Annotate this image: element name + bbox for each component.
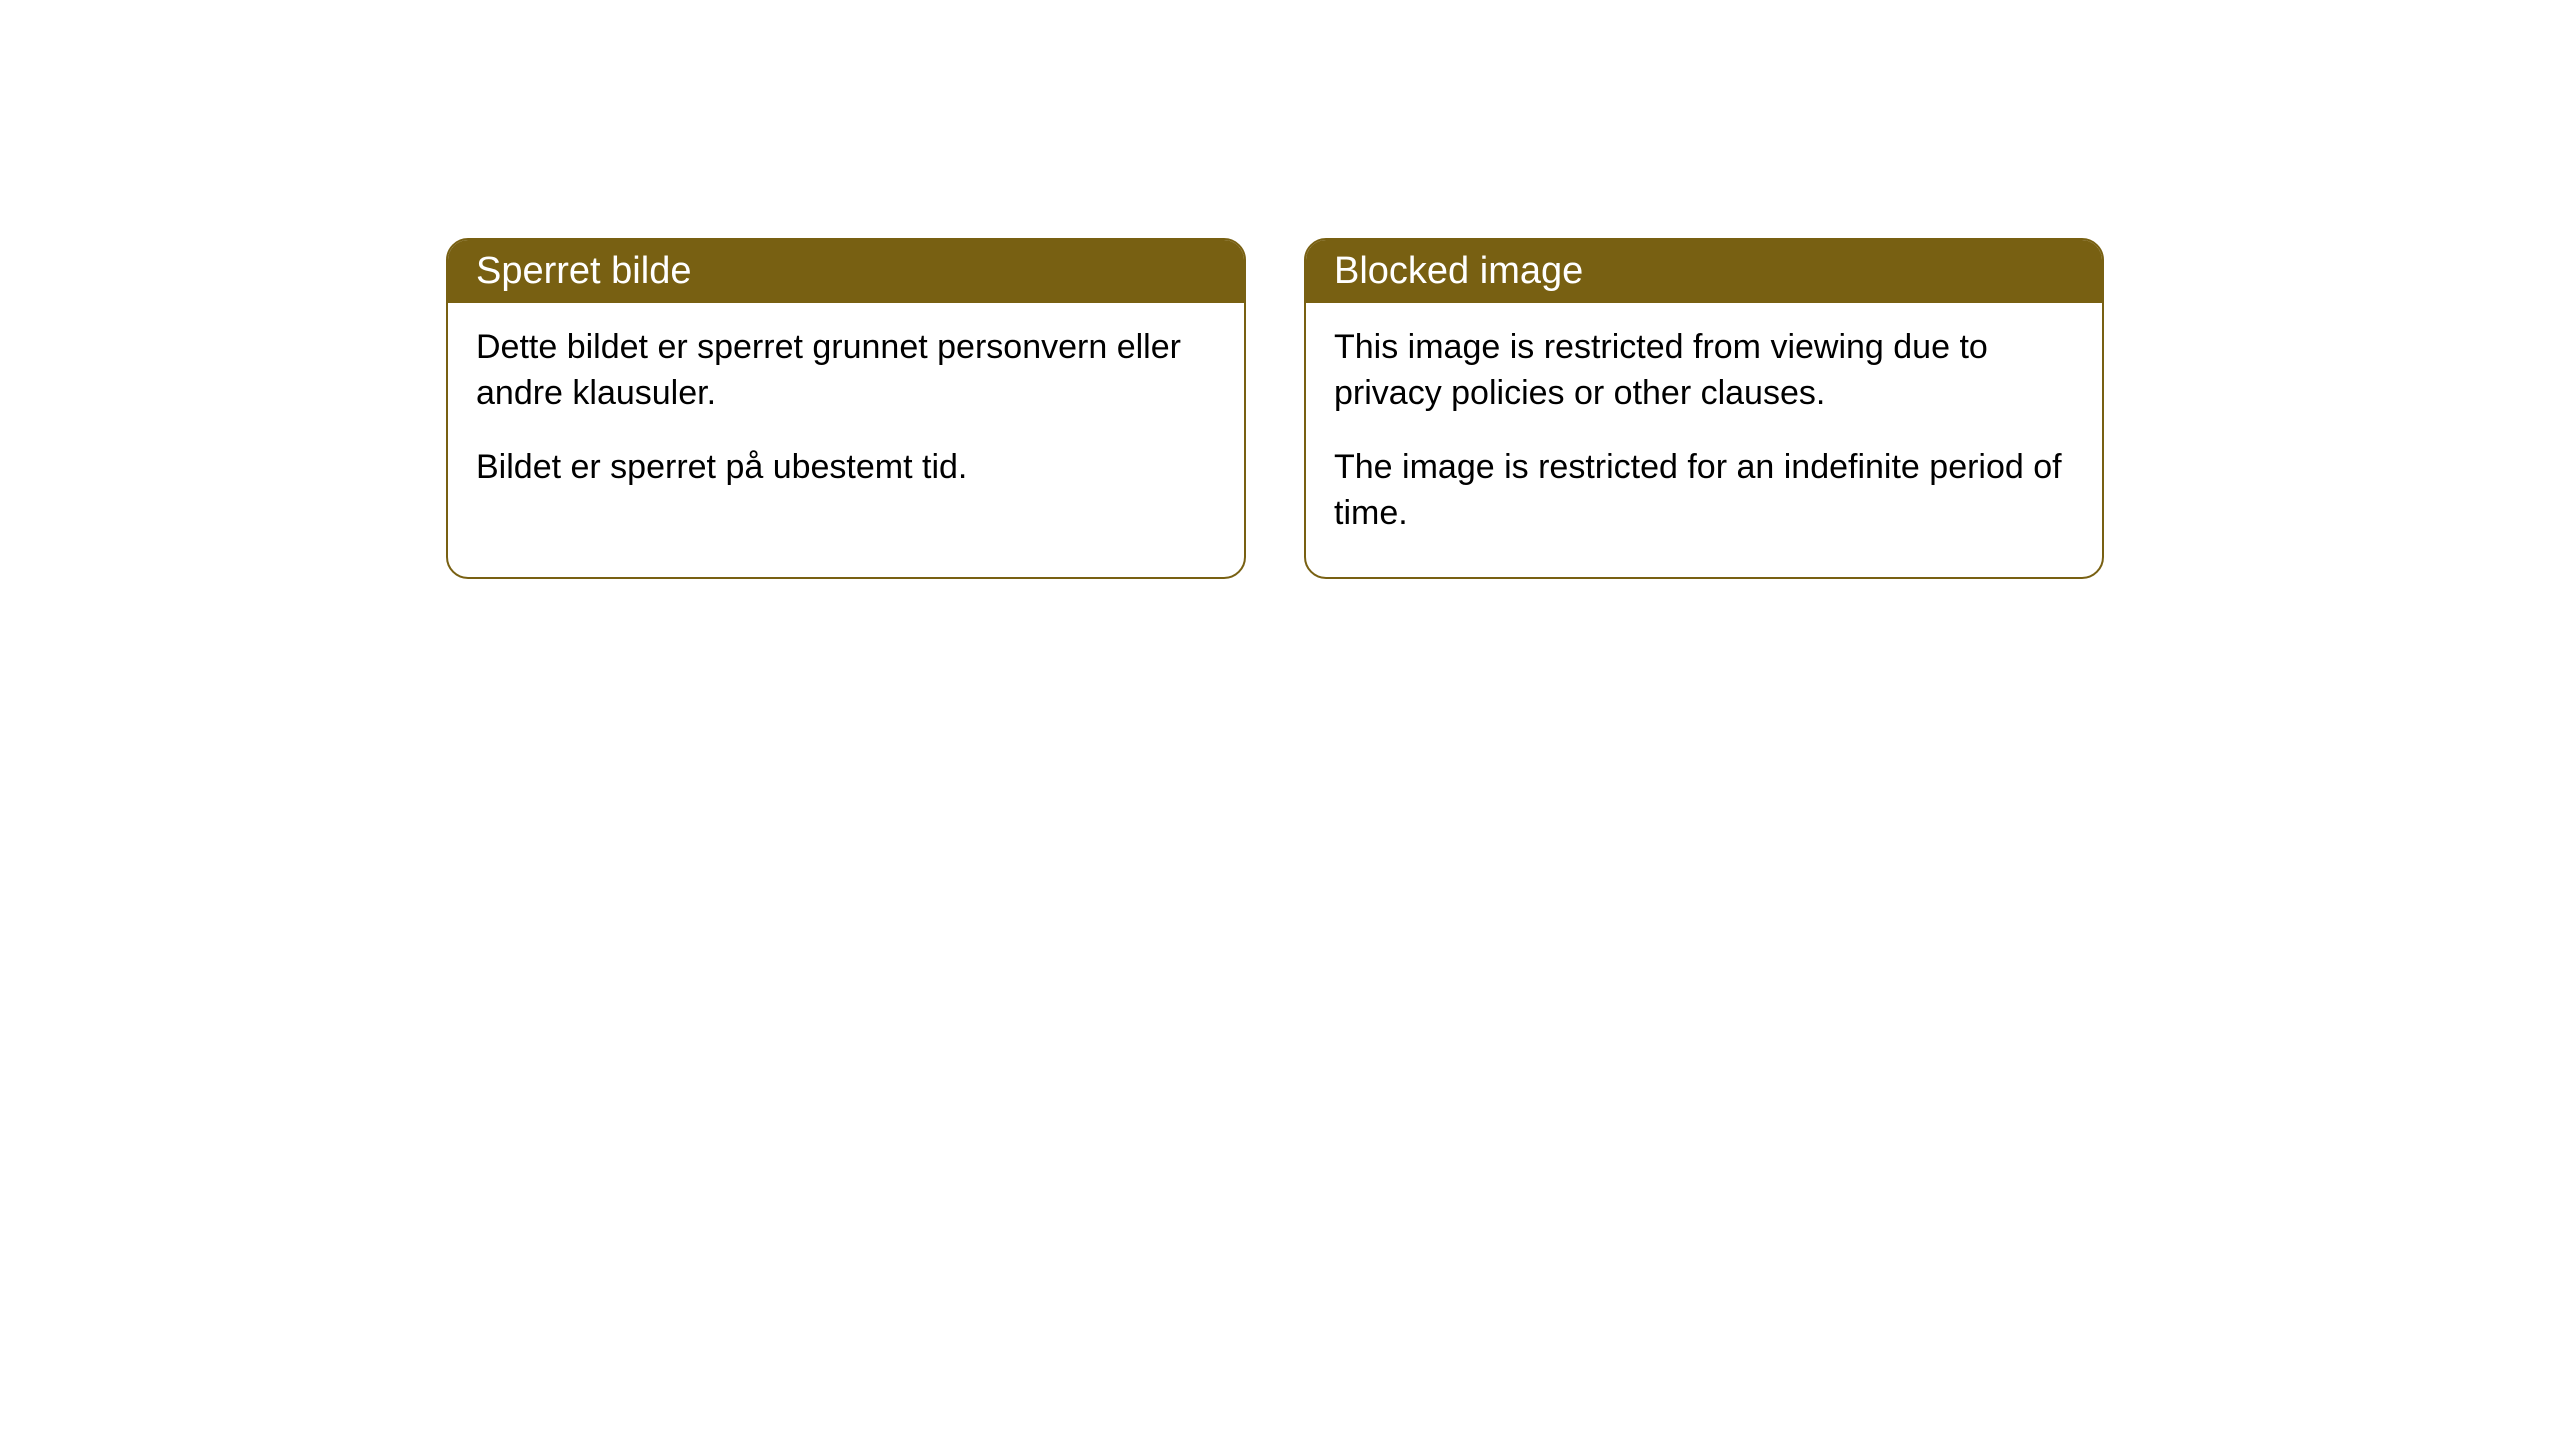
card-paragraph: Bildet er sperret på ubestemt tid. bbox=[476, 445, 1216, 491]
card-header: Blocked image bbox=[1306, 240, 2102, 303]
notice-cards-container: Sperret bilde Dette bildet er sperret gr… bbox=[446, 238, 2104, 579]
card-paragraph: The image is restricted for an indefinit… bbox=[1334, 445, 2074, 537]
card-body: Dette bildet er sperret grunnet personve… bbox=[448, 303, 1244, 531]
card-paragraph: Dette bildet er sperret grunnet personve… bbox=[476, 325, 1216, 417]
card-header: Sperret bilde bbox=[448, 240, 1244, 303]
blocked-image-card-english: Blocked image This image is restricted f… bbox=[1304, 238, 2104, 579]
card-paragraph: This image is restricted from viewing du… bbox=[1334, 325, 2074, 417]
card-body: This image is restricted from viewing du… bbox=[1306, 303, 2102, 577]
blocked-image-card-norwegian: Sperret bilde Dette bildet er sperret gr… bbox=[446, 238, 1246, 579]
